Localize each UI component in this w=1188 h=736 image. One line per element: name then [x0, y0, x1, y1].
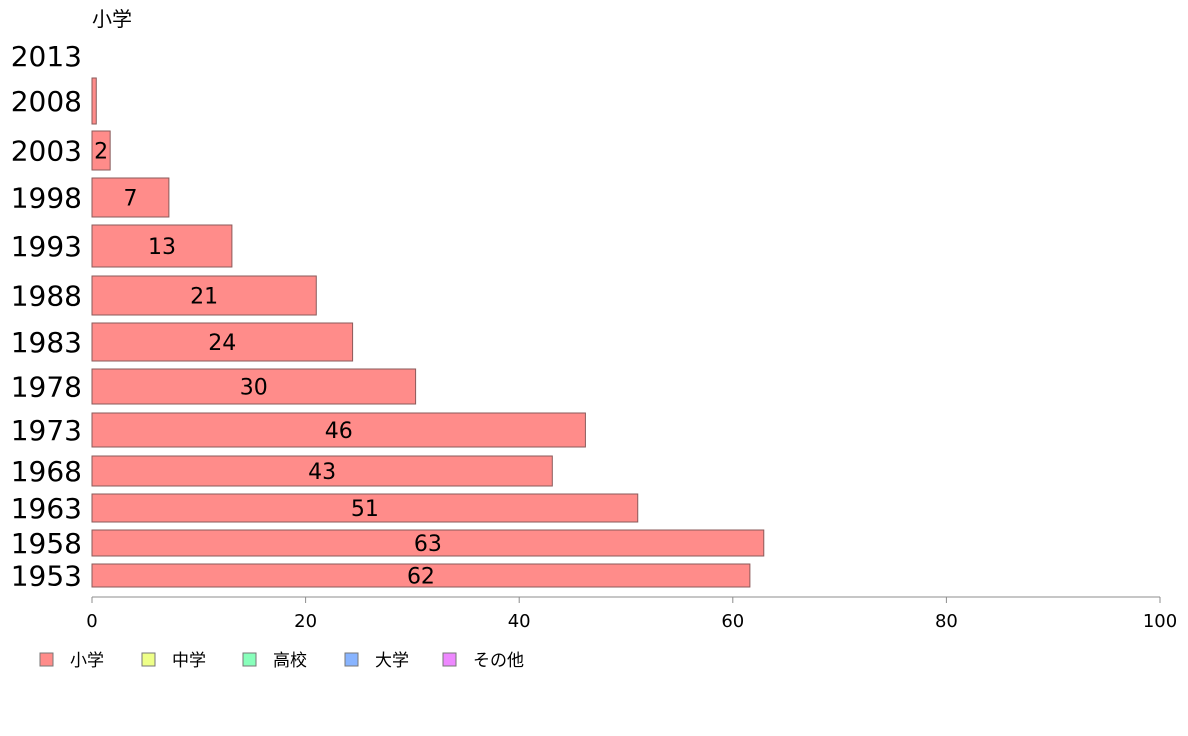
- value-label-1958: 63: [414, 532, 442, 557]
- bar-1958: [91, 529, 765, 557]
- value-label-2003: 2: [94, 140, 108, 165]
- value-label-1953: 62: [407, 565, 435, 590]
- category-label-1983: 1983: [11, 326, 82, 359]
- x-tick-label-40: 40: [508, 611, 531, 632]
- value-label-1983: 24: [208, 331, 236, 356]
- x-tick-label-80: 80: [935, 611, 958, 632]
- legend-swatch-0: [39, 652, 54, 667]
- legend-label-0: 小学: [70, 651, 104, 671]
- bar-1993: [91, 224, 233, 268]
- value-label-1988: 21: [190, 285, 218, 310]
- chart-title: 小学: [92, 7, 132, 31]
- category-label-1958: 1958: [11, 527, 82, 560]
- value-label-1998: 7: [123, 187, 137, 212]
- bar-1998: [91, 177, 170, 218]
- category-label-1998: 1998: [11, 182, 82, 215]
- legend-swatch-3: [344, 652, 359, 667]
- legend-swatch-1: [141, 652, 156, 667]
- bar-1988: [91, 275, 317, 316]
- x-tick-label-100: 100: [1143, 611, 1177, 632]
- legend: 小学 中学 高校 大学 その他: [39, 651, 524, 671]
- legend-label-2: 高校: [273, 651, 307, 671]
- bar-1973: [91, 412, 586, 448]
- value-label-1973: 46: [325, 419, 353, 444]
- value-label-1968: 43: [308, 460, 336, 485]
- value-label-1978: 30: [240, 376, 268, 401]
- x-tick-label-20: 20: [294, 611, 317, 632]
- category-label-1993: 1993: [11, 230, 82, 263]
- bar-1983: [91, 322, 354, 362]
- bar-1963: [91, 493, 639, 523]
- legend-label-4: その他: [473, 651, 524, 671]
- x-axis: 0 20 40 60 80 100: [86, 596, 1177, 632]
- bar-1953: [91, 563, 751, 588]
- bar-1968: [91, 455, 553, 487]
- x-tick-label-60: 60: [721, 611, 744, 632]
- x-tick-label-0: 0: [86, 611, 97, 632]
- category-label-2008: 2008: [11, 85, 82, 118]
- legend-swatch-2: [242, 652, 257, 667]
- category-label-1973: 1973: [11, 414, 82, 447]
- category-label-1963: 1963: [11, 492, 82, 525]
- value-label-1993: 13: [148, 235, 176, 260]
- legend-label-1: 中学: [172, 651, 206, 671]
- category-label-2003: 2003: [11, 135, 82, 168]
- bar-2008: [91, 77, 97, 125]
- bar-1978: [91, 368, 417, 405]
- legend-label-3: 大学: [375, 651, 409, 671]
- category-label-1953: 1953: [11, 560, 82, 593]
- category-label-2013: 2013: [11, 40, 82, 73]
- category-labels: 2013 2008 2003 1998 1993 1988 1983 1978 1973 1968…: [11, 40, 82, 593]
- category-label-1978: 1978: [11, 371, 82, 404]
- category-label-1988: 1988: [11, 280, 82, 313]
- category-label-1968: 1968: [11, 455, 82, 488]
- value-label-1963: 51: [351, 497, 379, 522]
- legend-swatch-4: [442, 652, 457, 667]
- bar-2003: [91, 130, 111, 171]
